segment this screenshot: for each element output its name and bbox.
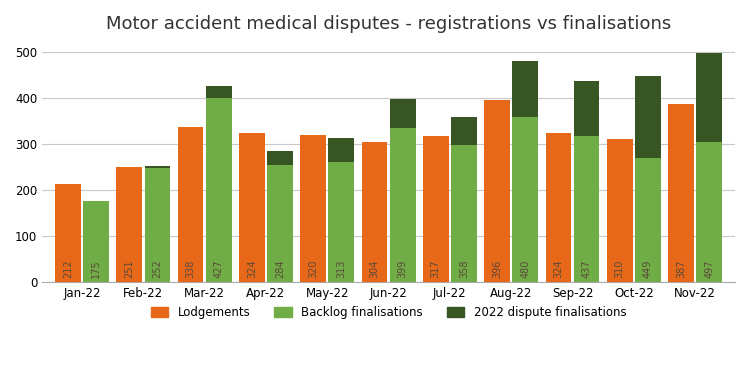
Bar: [423, 136, 448, 282]
Bar: [574, 136, 599, 282]
Bar: [574, 81, 599, 136]
Bar: [696, 142, 722, 282]
Legend: Lodgements, Backlog finalisations, 2022 dispute finalisations: Lodgements, Backlog finalisations, 2022 …: [146, 302, 631, 324]
Text: 310: 310: [615, 260, 625, 278]
Bar: [512, 117, 538, 282]
Bar: [607, 140, 632, 282]
Bar: [55, 184, 81, 282]
Bar: [178, 126, 203, 282]
Text: 497: 497: [704, 260, 714, 278]
Bar: [116, 166, 142, 282]
Bar: [206, 86, 232, 98]
Bar: [362, 142, 387, 282]
Text: 324: 324: [247, 260, 256, 278]
Text: 317: 317: [430, 260, 441, 278]
Text: 251: 251: [124, 260, 134, 278]
Bar: [635, 158, 661, 282]
Bar: [545, 133, 572, 282]
Text: 313: 313: [336, 260, 346, 278]
Bar: [484, 100, 510, 282]
Bar: [512, 61, 538, 117]
Bar: [239, 133, 265, 282]
Bar: [328, 138, 354, 162]
Bar: [451, 146, 477, 282]
Text: 175: 175: [91, 260, 101, 278]
Bar: [145, 166, 170, 168]
Text: 437: 437: [581, 260, 592, 278]
Bar: [206, 98, 232, 282]
Bar: [300, 135, 326, 282]
Bar: [267, 165, 293, 282]
Bar: [451, 117, 477, 146]
Text: 480: 480: [520, 260, 530, 278]
Text: 387: 387: [676, 260, 686, 278]
Text: 399: 399: [398, 260, 408, 278]
Bar: [696, 54, 722, 142]
Text: 320: 320: [308, 260, 318, 278]
Text: 212: 212: [63, 260, 73, 278]
Bar: [328, 162, 354, 282]
Bar: [267, 152, 293, 165]
Bar: [145, 168, 170, 282]
Text: 358: 358: [459, 260, 469, 278]
Bar: [390, 99, 416, 128]
Bar: [635, 75, 661, 158]
Text: 304: 304: [370, 260, 380, 278]
Text: 252: 252: [152, 260, 163, 278]
Text: 338: 338: [185, 260, 196, 278]
Text: 284: 284: [275, 260, 285, 278]
Text: 449: 449: [643, 260, 653, 278]
Bar: [83, 201, 109, 282]
Bar: [668, 104, 694, 282]
Text: 324: 324: [554, 260, 563, 278]
Text: 427: 427: [214, 260, 223, 278]
Text: 396: 396: [492, 260, 502, 278]
Bar: [390, 128, 416, 282]
Title: Motor accident medical disputes - registrations vs finalisations: Motor accident medical disputes - regist…: [106, 15, 671, 33]
